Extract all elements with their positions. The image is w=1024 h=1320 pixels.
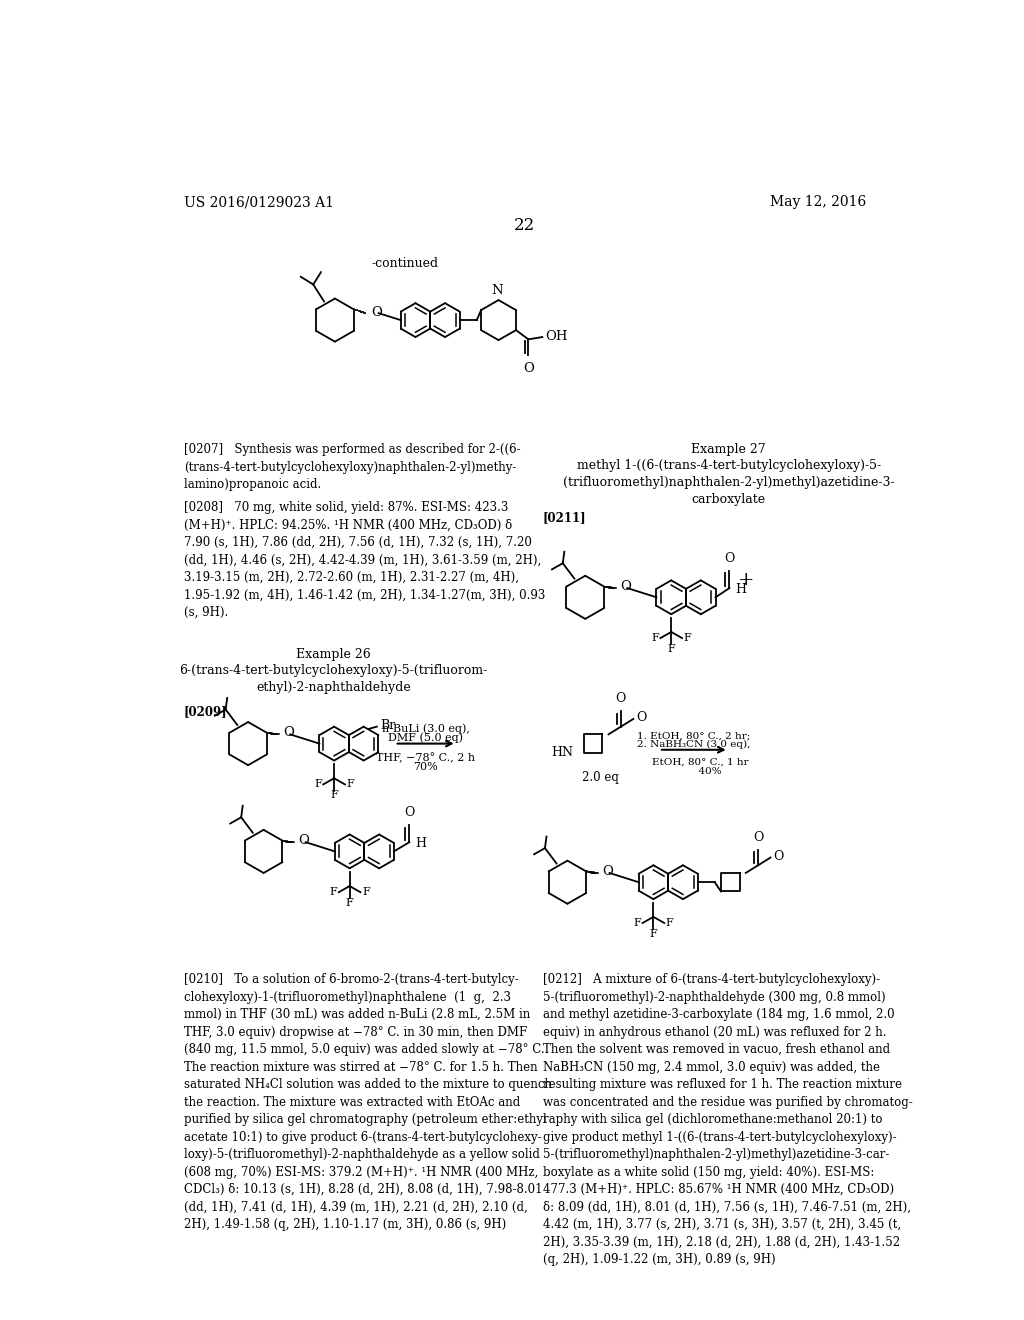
Text: Example 27: Example 27 [691, 444, 766, 457]
Text: -continued: -continued [372, 257, 439, 271]
Text: 40%: 40% [666, 767, 722, 776]
Text: H: H [416, 837, 427, 850]
Text: O: O [637, 711, 647, 723]
Text: F: F [651, 634, 658, 643]
Text: O: O [404, 807, 415, 818]
Text: [0209]: [0209] [183, 705, 227, 718]
Text: O: O [602, 865, 613, 878]
Text: F: F [346, 779, 354, 789]
Text: May 12, 2016: May 12, 2016 [770, 195, 866, 210]
Text: O: O [372, 306, 382, 319]
Text: THF, −78° C., 2 h: THF, −78° C., 2 h [376, 752, 475, 763]
Text: H: H [735, 583, 746, 597]
Text: DMF (5.0 eq): DMF (5.0 eq) [388, 733, 463, 743]
Text: F: F [362, 887, 370, 898]
Text: F: F [684, 634, 691, 643]
Text: O: O [299, 834, 309, 847]
Text: [0210]   To a solution of 6-bromo-2-(trans-4-tert-butylcy-
clohexyloxy)-1-(trifl: [0210] To a solution of 6-bromo-2-(trans… [183, 973, 552, 1232]
Text: F: F [666, 917, 674, 928]
Text: EtOH, 80° C., 1 hr: EtOH, 80° C., 1 hr [639, 758, 749, 767]
Text: HN: HN [551, 746, 572, 759]
Text: [0212]   A mixture of 6-(trans-4-tert-butylcyclohexyloxy)-
5-(trifluoromethyl)-2: [0212] A mixture of 6-(trans-4-tert-buty… [543, 973, 912, 1266]
Text: 2.0 eq: 2.0 eq [583, 771, 620, 784]
Text: [0211]: [0211] [543, 511, 587, 524]
Text: [0207]   Synthesis was performed as described for 2-((6-
(trans-4-tert-butylcycl: [0207] Synthesis was performed as descri… [183, 444, 520, 491]
Text: F: F [346, 898, 353, 908]
Text: N: N [492, 284, 503, 297]
Text: Br: Br [380, 718, 395, 731]
Text: 2. NaBH₃CN (3.0 eq),: 2. NaBH₃CN (3.0 eq), [637, 741, 751, 748]
Text: methyl 1-((6-(trans-4-tert-butylcyclohexyloxy)-5-
(trifluoromethyl)naphthalen-2-: methyl 1-((6-(trans-4-tert-butylcyclohex… [563, 459, 894, 506]
Text: O: O [284, 726, 294, 739]
Text: n-BuLi (3.0 eq),: n-BuLi (3.0 eq), [382, 723, 470, 734]
Text: 70%: 70% [414, 762, 438, 772]
Text: +: + [738, 572, 755, 589]
Text: O: O [774, 850, 784, 862]
Text: F: F [649, 929, 657, 939]
Text: US 2016/0129023 A1: US 2016/0129023 A1 [183, 195, 334, 210]
Text: F: F [314, 779, 322, 789]
Text: O: O [724, 552, 734, 565]
Text: O: O [621, 579, 631, 593]
Text: F: F [668, 644, 675, 653]
Text: F: F [633, 917, 641, 928]
Text: 22: 22 [514, 216, 536, 234]
Text: O: O [523, 362, 534, 375]
Text: 6-(trans-4-tert-butylcyclohexyloxy)-5-(trifluorom-
ethyl)-2-naphthaldehyde: 6-(trans-4-tert-butylcyclohexyloxy)-5-(t… [179, 664, 487, 693]
Text: F: F [330, 887, 337, 898]
Text: OH: OH [546, 330, 568, 343]
Text: O: O [615, 692, 626, 705]
Text: F: F [330, 791, 338, 800]
Text: 1. EtOH, 80° C., 2 hr;: 1. EtOH, 80° C., 2 hr; [637, 731, 751, 741]
Text: O: O [753, 830, 763, 843]
Text: [0208]   70 mg, white solid, yield: 87%. ESI-MS: 423.3
(M+H)⁺. HPLC: 94.25%. ¹H : [0208] 70 mg, white solid, yield: 87%. E… [183, 502, 545, 619]
Text: Example 26: Example 26 [296, 648, 371, 661]
